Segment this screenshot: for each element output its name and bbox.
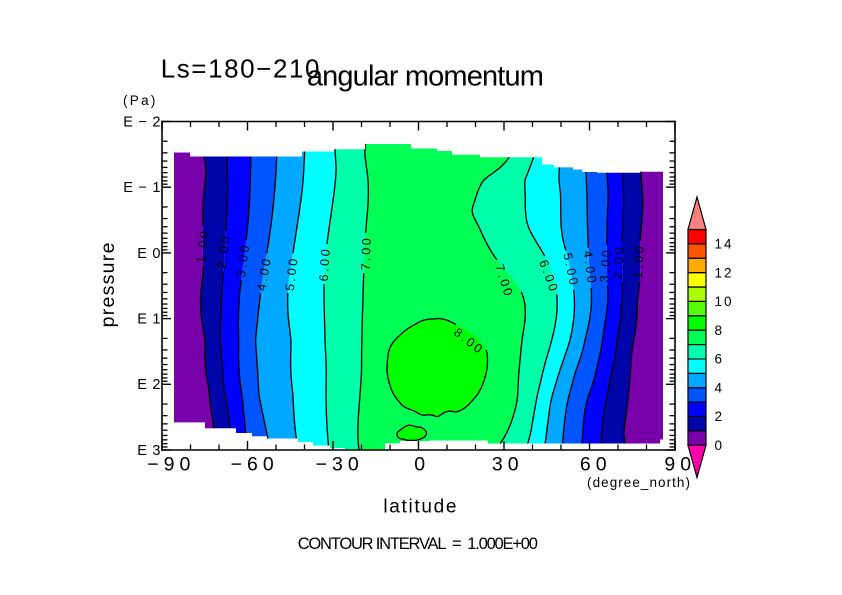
svg-text:E2: E2 [137,377,166,393]
svg-text:0: 0 [414,453,430,475]
svg-text:2.00: 2.00 [214,233,233,269]
svg-text:6.00: 6.00 [317,246,333,282]
svg-text:6: 6 [715,352,725,367]
svg-text:E3: E3 [137,443,166,459]
svg-text:−30: −30 [316,453,364,475]
svg-text:10: 10 [715,294,734,309]
svg-text:−60: −60 [231,453,279,475]
svg-text:pressure: pressure [97,241,119,327]
svg-text:8: 8 [715,323,725,338]
svg-text:latitude: latitude [383,497,458,518]
svg-text:2: 2 [715,409,725,424]
svg-text:4.00: 4.00 [254,255,274,292]
svg-text:3.00: 3.00 [234,242,253,278]
svg-text:30: 30 [492,453,524,475]
svg-text:−90: −90 [147,453,195,475]
svg-text:3.00: 3.00 [597,247,614,283]
svg-text:E0: E0 [137,246,166,262]
svg-text:4.00: 4.00 [580,250,599,286]
svg-text:14: 14 [715,237,734,252]
svg-text:(degree_north): (degree_north) [587,475,691,490]
svg-text:Ls=180−210: Ls=180−210 [161,54,321,84]
svg-text:(Pa): (Pa) [123,93,158,108]
svg-text:5.00: 5.00 [283,255,301,291]
svg-text:E−2: E−2 [123,114,166,130]
svg-text:0: 0 [715,438,725,453]
svg-text:E1: E1 [137,312,166,328]
svg-text:angular momentum: angular momentum [307,61,543,93]
svg-text:2.00: 2.00 [611,244,627,280]
svg-text:CONTOUR INTERVAL = 1.000E+00: CONTOUR INTERVAL = 1.000E+00 [298,535,538,553]
svg-text:90: 90 [664,453,696,475]
svg-text:1.00: 1.00 [194,228,212,264]
svg-text:60: 60 [580,453,612,475]
svg-text:12: 12 [715,265,734,280]
svg-text:7.00: 7.00 [359,235,374,270]
svg-text:E−1: E−1 [123,180,166,196]
svg-text:4: 4 [715,380,725,395]
svg-text:1.00: 1.00 [631,243,647,278]
